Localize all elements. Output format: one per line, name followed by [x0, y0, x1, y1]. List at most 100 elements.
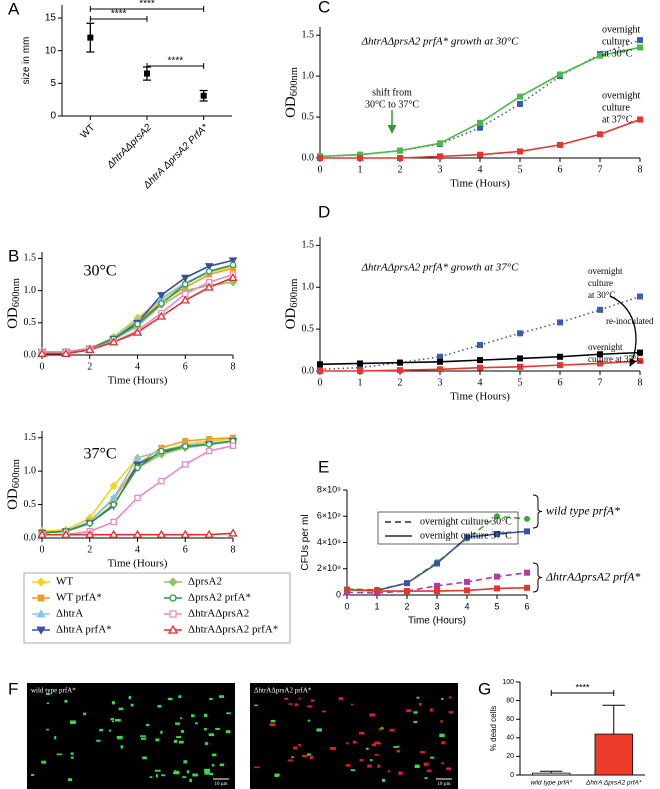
- cell: [186, 770, 190, 774]
- x-tick-label: 8: [638, 377, 643, 388]
- marker: [436, 153, 443, 160]
- cell: [173, 770, 180, 775]
- x-tick-label: 4: [478, 377, 483, 388]
- y-axis-label: OD600nm: [283, 279, 300, 330]
- cell: [204, 771, 210, 775]
- y-tick-label: 60: [506, 716, 514, 723]
- cell: [429, 708, 433, 712]
- marker: [557, 319, 564, 326]
- cell: [423, 762, 429, 766]
- cell: [70, 756, 74, 759]
- y-axis-label-main: % dead cells: [489, 706, 498, 751]
- cell: [120, 745, 124, 749]
- marker: [476, 119, 483, 126]
- cell: [46, 702, 50, 705]
- y-tick-label: 5: [50, 78, 56, 89]
- marker: [205, 268, 213, 275]
- x-tick-label: 1: [358, 377, 363, 388]
- cell: [307, 753, 311, 756]
- y-axis-label-main: OD: [5, 488, 21, 510]
- cell: [380, 727, 384, 730]
- y-tick-label: 1.5: [24, 253, 37, 264]
- x-tick-label: ΔhtrA ΔprsA2 prfA*: [585, 780, 642, 787]
- x-tick-label: 2: [404, 601, 409, 611]
- series-line: [42, 267, 234, 353]
- cell: [371, 743, 377, 747]
- marker: [158, 447, 165, 455]
- x-tick-label: 6: [524, 601, 529, 611]
- cell: [64, 699, 68, 703]
- y-tick-label: 1.0: [302, 70, 315, 81]
- marker: [134, 494, 141, 502]
- marker: [524, 584, 531, 591]
- cell: [141, 737, 147, 740]
- marker: [134, 464, 141, 472]
- marker: [61, 529, 71, 538]
- cell: [139, 735, 146, 737]
- marker: [436, 366, 443, 373]
- marker: [597, 360, 604, 367]
- y-tick-label: 15: [45, 13, 57, 24]
- y-tick-label: 1.5: [24, 432, 37, 443]
- marker: [133, 453, 142, 461]
- marker: [156, 311, 167, 320]
- cell: [180, 717, 183, 720]
- series-line: [319, 39, 641, 158]
- x-tick-label: 8: [231, 544, 236, 555]
- marker: [476, 124, 483, 131]
- marker: [557, 353, 564, 360]
- legend-label: ΔprsA2 prfA*: [188, 592, 251, 604]
- group-brace: [532, 494, 543, 529]
- marker: [132, 529, 143, 538]
- marker: [557, 141, 564, 148]
- marker: [396, 147, 403, 154]
- panel-letter: B: [8, 246, 19, 265]
- cell: [157, 704, 162, 708]
- x-axis-label: Time (Hours): [408, 616, 466, 627]
- marker: [637, 349, 644, 356]
- cell: [269, 723, 276, 727]
- marker: [476, 342, 483, 349]
- marker: [316, 154, 323, 161]
- marker: [517, 148, 524, 155]
- y-tick-label: 0.0: [24, 532, 37, 543]
- cell: [31, 774, 35, 776]
- x-tick-label: wild type prfA*: [530, 780, 572, 787]
- marker: [180, 529, 190, 538]
- cell: [209, 697, 213, 701]
- cell: [307, 705, 313, 708]
- cell: [110, 717, 114, 721]
- cell: [440, 719, 443, 723]
- y-tick-label: 0.0: [24, 349, 37, 360]
- chart-title: 30°C: [83, 263, 116, 280]
- cell: [215, 727, 220, 730]
- y-tick-label: 0.5: [24, 317, 37, 328]
- marker: [356, 154, 363, 161]
- y-axis-label: % dead cells: [489, 706, 498, 751]
- cell: [130, 703, 134, 707]
- marker: [463, 534, 470, 541]
- marker: [493, 585, 500, 592]
- cell: [398, 771, 403, 775]
- marker: [181, 461, 189, 468]
- x-tick-label: 0: [318, 377, 323, 388]
- x-tick-label: 3: [438, 164, 443, 175]
- legend-label: ΔhtrAΔprsA2: [188, 608, 249, 620]
- marker: [229, 442, 237, 449]
- significance-bracket: [89, 16, 148, 22]
- y-axis-label-main: OD: [283, 96, 299, 118]
- chart-title: ΔhtrAΔprsA2 prfA* growth at 30°C: [361, 36, 520, 48]
- x-axis-label: Time (Hours): [108, 375, 168, 387]
- y-tick-label: 80: [506, 697, 514, 704]
- cell: [176, 736, 182, 739]
- y-axis-label-sub: 600nm: [11, 278, 22, 307]
- annotation: at 30°C: [588, 290, 615, 300]
- cell: [294, 703, 299, 707]
- y-tick-label: 40: [506, 735, 514, 742]
- cell: [116, 735, 123, 740]
- cell: [352, 740, 357, 744]
- cell: [288, 703, 293, 705]
- significance-label: ****: [575, 682, 590, 692]
- cell: [67, 778, 73, 782]
